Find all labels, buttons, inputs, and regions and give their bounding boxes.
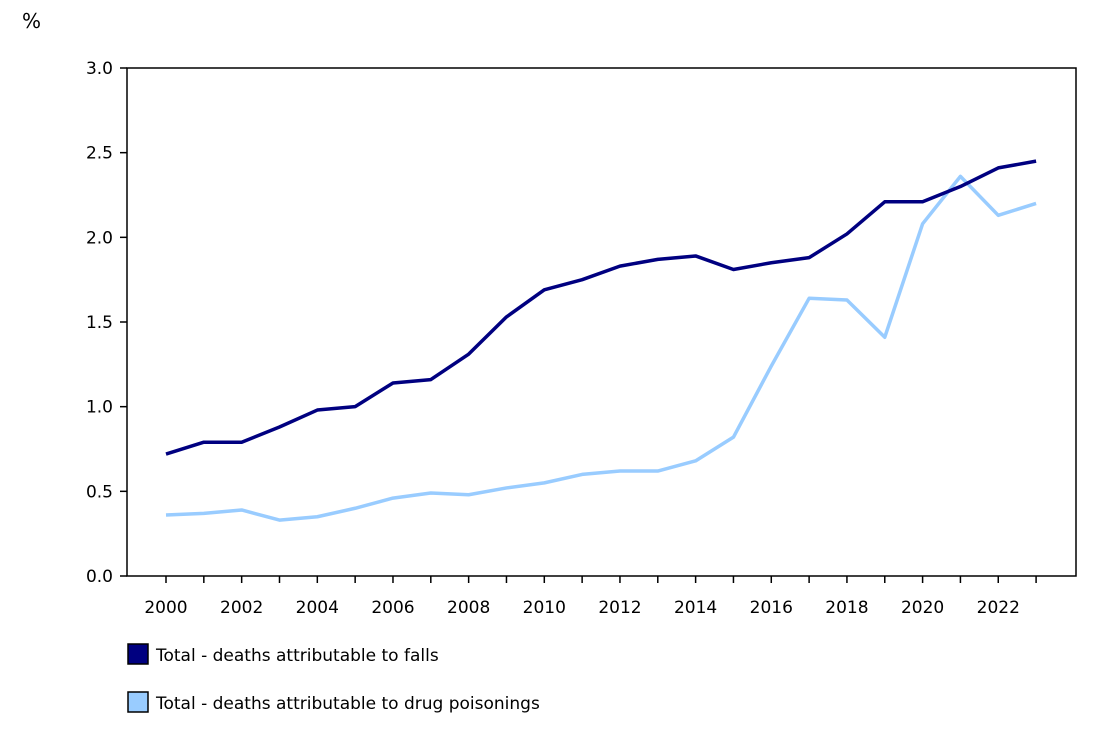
x-tick-label: 2010 <box>523 598 566 618</box>
series-line <box>165 159 1037 456</box>
x-tick-label: 2022 <box>977 598 1020 618</box>
x-tick-label: 2012 <box>598 598 641 618</box>
x-tick-label: 2006 <box>371 598 414 618</box>
y-tick-label: 0.0 <box>86 567 113 587</box>
x-tick-label: 2000 <box>144 598 187 618</box>
y-tick-label: 1.5 <box>86 313 113 333</box>
y-tick-label: 2.5 <box>86 144 113 164</box>
x-tick-label: 2002 <box>220 598 263 618</box>
y-tick-label: 2.0 <box>86 228 113 248</box>
y-tick-label: 1.0 <box>86 398 113 418</box>
series-line <box>165 174 1037 522</box>
x-tick-label: 2004 <box>296 598 339 618</box>
y-tick-label: 3.0 <box>86 59 113 79</box>
y-axis-unit-label: % <box>22 9 41 33</box>
legend-label: Total - deaths attributable to drug pois… <box>155 694 540 714</box>
x-tick-label: 2008 <box>447 598 490 618</box>
legend-swatch <box>127 643 149 665</box>
x-tick-label: 2020 <box>901 598 944 618</box>
x-tick-label: 2016 <box>750 598 793 618</box>
plot-area <box>126 67 1077 577</box>
y-tick-label: 0.5 <box>86 482 113 502</box>
legend-label: Total - deaths attributable to falls <box>155 646 439 666</box>
x-tick-label: 2018 <box>825 598 868 618</box>
x-tick-label: 2014 <box>674 598 717 618</box>
legend-swatch <box>127 691 149 713</box>
